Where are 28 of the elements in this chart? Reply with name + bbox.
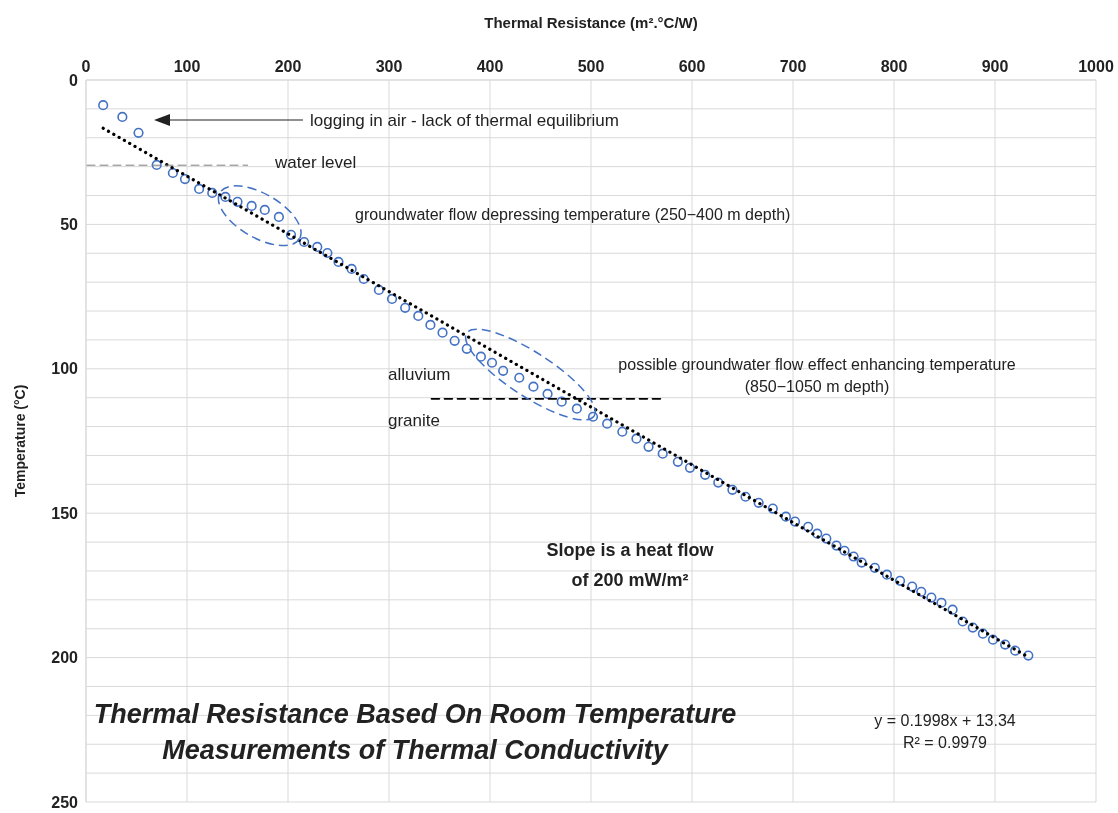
y-tick-label: 50 (60, 216, 79, 234)
x-tick-label: 500 (577, 58, 605, 75)
x-tick-label: 1000 (1078, 58, 1114, 75)
x-axis-title: Thermal Resistance (m².°C/W) (483, 14, 699, 31)
x-tick-label: 900 (981, 58, 1009, 75)
x-tick-label: 800 (880, 58, 908, 75)
x-tick-label: 100 (173, 58, 201, 75)
text: Thermal Resistance Based On Room Temperature Measurements of Thermal Conductivity (93, 698, 737, 767)
y-tick-label: 0 (69, 71, 79, 89)
y-tick-label: 150 (51, 504, 79, 522)
x-tick-label: 400 (476, 58, 504, 75)
annotation: possible groundwater flow effect enhancing temperature (850−1050 m depth) (618, 355, 1016, 397)
annotation: groundwater flow depressing temperature (250−400 m depth) (355, 205, 791, 225)
annotation: Slope is a heat flow of 200 mW/m² (546, 539, 714, 592)
y-tick-label: 250 (51, 793, 79, 811)
annotation: logging in air - lack of thermal equilibrium (310, 110, 619, 132)
x-tick-label: 200 (274, 58, 302, 75)
annotation: water level (275, 152, 357, 174)
x-tick-label: 0 (81, 58, 91, 75)
x-tick-label: 300 (375, 58, 403, 75)
x-tick-label: 600 (678, 58, 706, 75)
annotation: alluvium (388, 364, 451, 386)
y-tick-label: 100 (51, 360, 79, 378)
annotation: y = 0.1998x + 13.34 R² = 0.9979 (874, 711, 1016, 753)
annotation: granite (388, 410, 440, 432)
y-tick-label: 200 (51, 649, 79, 667)
y-axis-title: Temperature (°C) (11, 384, 28, 498)
x-tick-label: 700 (779, 58, 807, 75)
